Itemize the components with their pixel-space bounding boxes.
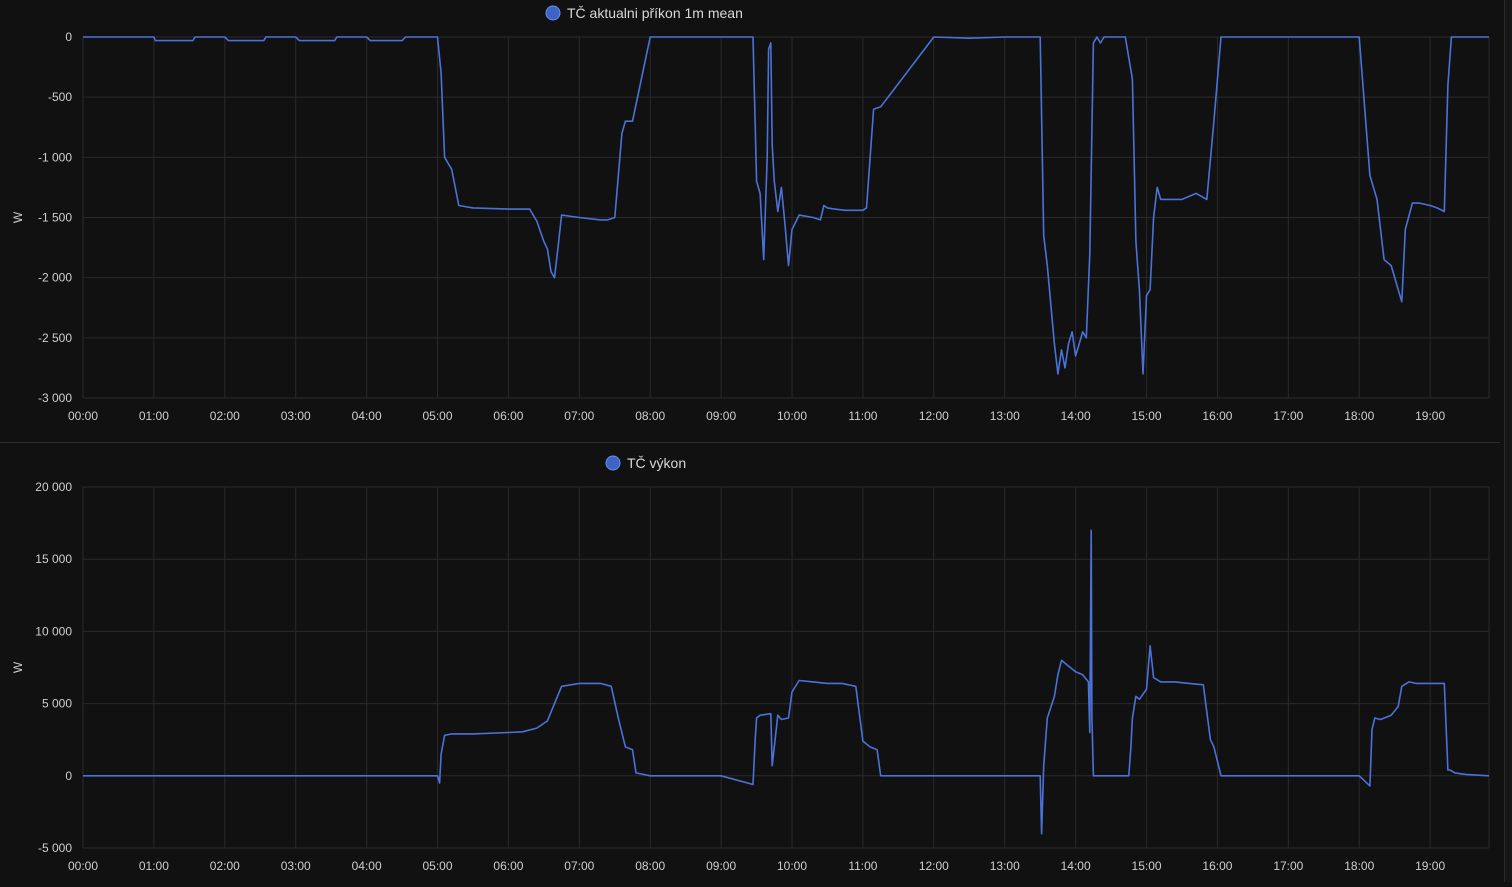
x-tick-label: 02:00 <box>210 409 240 423</box>
y-axis-label: W <box>11 211 25 223</box>
x-tick-label: 00:00 <box>68 859 98 873</box>
x-tick-label: 16:00 <box>1202 409 1232 423</box>
x-tick-label: 06:00 <box>493 409 523 423</box>
legend-label[interactable]: TČ výkon <box>627 455 686 471</box>
x-tick-label: 11:00 <box>848 859 877 873</box>
y-tick-label: 0 <box>65 30 72 44</box>
x-tick-label: 01:00 <box>139 409 169 423</box>
y-axis-label: W <box>11 661 25 673</box>
x-tick-label: 14:00 <box>1061 409 1091 423</box>
legend-marker[interactable] <box>605 455 621 471</box>
x-tick-label: 19:00 <box>1415 859 1445 873</box>
x-tick-label: 02:00 <box>210 859 240 873</box>
x-tick-label: 19:00 <box>1415 409 1445 423</box>
x-tick-label: 12:00 <box>919 859 949 873</box>
y-tick-label: 0 <box>65 769 72 783</box>
y-tick-label: -5 000 <box>38 841 72 855</box>
x-tick-label: 14:00 <box>1061 859 1091 873</box>
series-line <box>83 529 1490 835</box>
x-tick-label: 10:00 <box>777 859 807 873</box>
x-tick-label: 04:00 <box>352 859 382 873</box>
x-tick-label: 18:00 <box>1344 409 1374 423</box>
x-tick-label: 15:00 <box>1132 859 1162 873</box>
side-panel-edge <box>1504 0 1512 882</box>
y-tick-label: -1 000 <box>38 150 72 164</box>
y-tick-label: 15 000 <box>35 552 72 566</box>
x-tick-label: 04:00 <box>352 409 382 423</box>
y-tick-label: -2 000 <box>38 271 72 285</box>
x-tick-label: 09:00 <box>706 859 736 873</box>
y-tick-label: -500 <box>48 90 72 104</box>
x-tick-label: 18:00 <box>1344 859 1374 873</box>
x-tick-label: 13:00 <box>990 859 1020 873</box>
x-tick-label: 10:00 <box>777 409 807 423</box>
chart-panel-1: 0 -500 -1 000 -1 500 -2 000 -2 500 -3 000 00:00… <box>11 5 1490 423</box>
series-line <box>83 36 1489 375</box>
x-tick-label: 06:00 <box>493 859 523 873</box>
x-tick-label: 00:00 <box>68 409 98 423</box>
y-tick-label: 10 000 <box>35 624 72 638</box>
y-tick-label: 20 000 <box>35 480 72 494</box>
y-tick-label: -3 000 <box>38 391 72 405</box>
x-tick-label: 16:00 <box>1202 859 1232 873</box>
x-tick-label: 07:00 <box>564 409 594 423</box>
chart-panel-2: 20 000 15 000 10 000 5 000 0 -5 000 00:00 01:00… <box>11 455 1490 873</box>
legend-marker[interactable] <box>545 5 561 21</box>
x-tick-label: 17:00 <box>1273 859 1303 873</box>
x-tick-label: 03:00 <box>281 409 311 423</box>
x-tick-label: 01:00 <box>139 859 169 873</box>
x-tick-label: 09:00 <box>706 409 736 423</box>
panel-divider <box>0 442 1500 443</box>
x-tick-label: 13:00 <box>990 409 1020 423</box>
x-tick-label: 05:00 <box>422 409 452 423</box>
y-tick-label: 5 000 <box>42 697 72 711</box>
x-tick-label: 05:00 <box>422 859 452 873</box>
x-tick-label: 07:00 <box>564 859 594 873</box>
x-tick-label: 12:00 <box>919 409 949 423</box>
x-tick-label: 11:00 <box>848 409 877 423</box>
x-tick-label: 08:00 <box>635 859 665 873</box>
x-tick-label: 17:00 <box>1273 409 1303 423</box>
y-tick-label: -1 500 <box>38 211 72 225</box>
y-tick-label: -2 500 <box>38 331 72 345</box>
x-tick-label: 03:00 <box>281 859 311 873</box>
x-tick-label: 08:00 <box>635 409 665 423</box>
x-tick-label: 15:00 <box>1132 409 1162 423</box>
legend-label[interactable]: TČ aktualni příkon 1m mean <box>567 5 743 21</box>
